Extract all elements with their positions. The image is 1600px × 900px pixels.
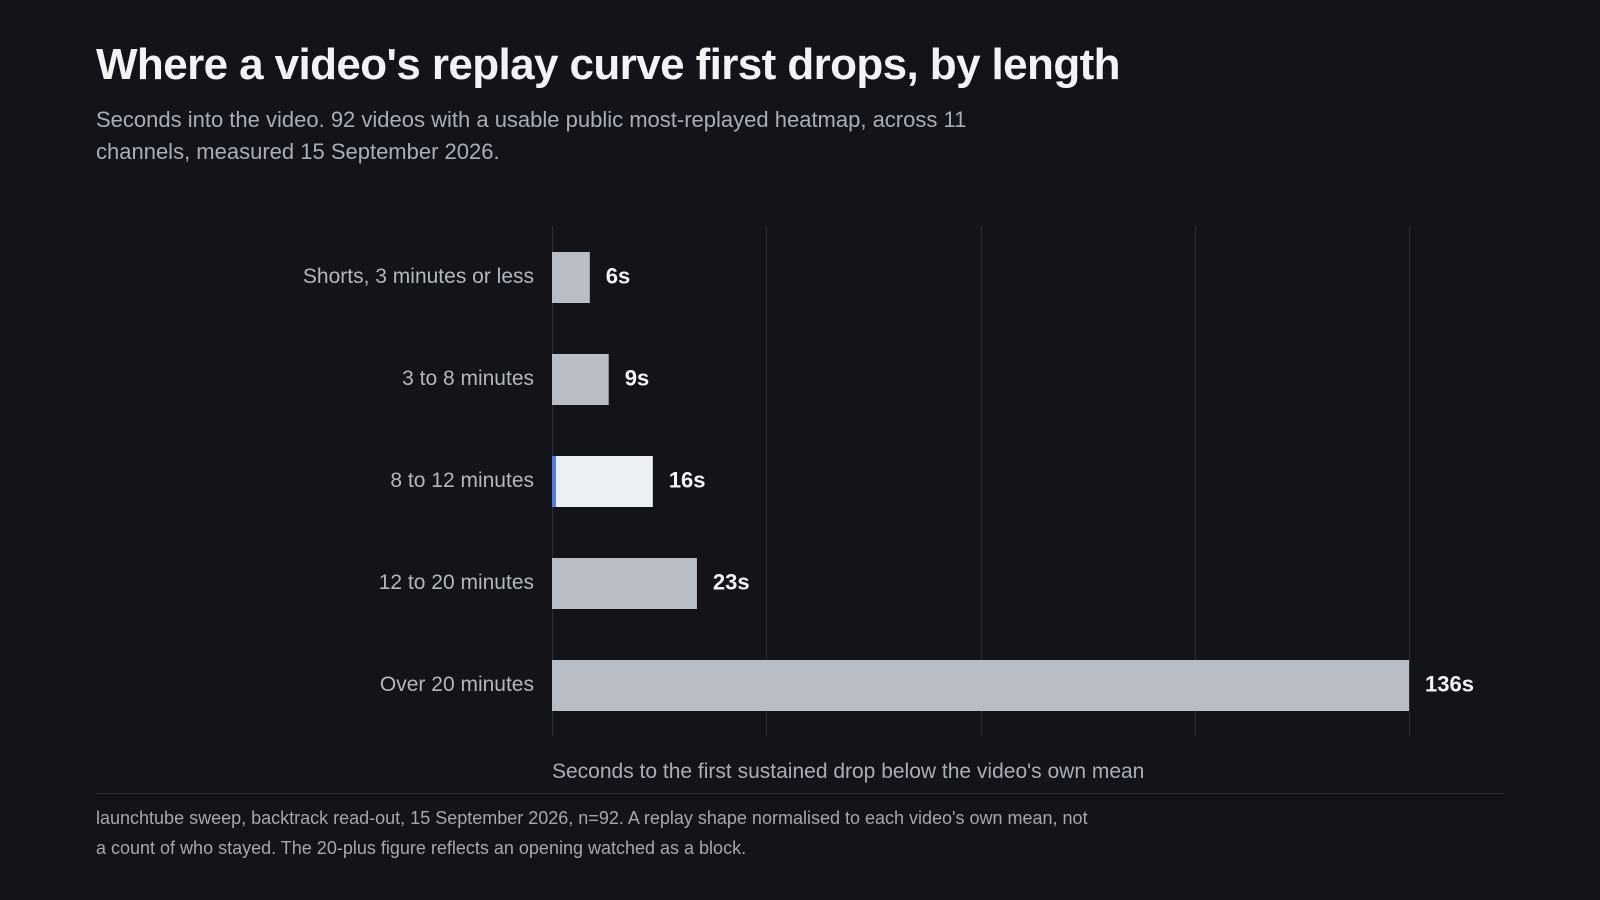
category-label-2: 8 to 12 minutes	[390, 469, 534, 492]
bar-4	[552, 660, 1409, 711]
category-label-3: 12 to 20 minutes	[379, 571, 534, 594]
bar-0	[552, 252, 590, 303]
footnote-divider	[96, 793, 1504, 794]
category-label-0: Shorts, 3 minutes or less	[303, 265, 534, 288]
chart-title: Where a video's replay curve first drops…	[96, 40, 1121, 89]
bar-2	[552, 456, 653, 507]
bars	[552, 252, 1409, 711]
value-label-3: 23s	[713, 569, 750, 594]
bar-chart: Shorts, 3 minutes or less 6s 3 to 8 minute…	[303, 226, 1474, 783]
bar-1	[552, 354, 609, 405]
value-label-0: 6s	[606, 263, 630, 288]
bar-highlight-edge	[552, 456, 556, 507]
value-label-1: 9s	[625, 365, 649, 390]
value-label-2: 16s	[669, 467, 706, 492]
labels: Shorts, 3 minutes or less 6s 3 to 8 minute…	[303, 263, 1474, 696]
chart-subtitle: Seconds into the video. 92 videos with a…	[96, 107, 967, 164]
source-footnote: launchtube sweep, backtrack read-out, 15…	[96, 808, 1088, 858]
value-label-4: 136s	[1425, 671, 1474, 696]
category-label-1: 3 to 8 minutes	[402, 367, 534, 390]
grid-lines	[552, 226, 1410, 736]
bar-3	[552, 558, 697, 609]
x-axis-title: Seconds to the first sustained drop belo…	[552, 760, 1144, 783]
category-label-4: Over 20 minutes	[380, 673, 534, 696]
